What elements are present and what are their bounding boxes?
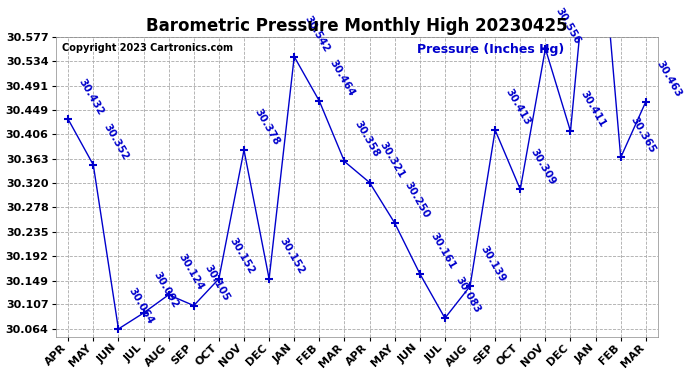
Text: 30.365: 30.365 (629, 115, 658, 155)
Text: 30.413: 30.413 (504, 87, 532, 128)
Text: 30.378: 30.378 (253, 107, 281, 147)
Text: 30.463: 30.463 (654, 59, 683, 99)
Text: 30.542: 30.542 (302, 14, 331, 54)
Text: 30.309: 30.309 (529, 147, 558, 187)
Text: 30.352: 30.352 (101, 122, 130, 162)
Title: Barometric Pressure Monthly High 20230425: Barometric Pressure Monthly High 2023042… (146, 17, 568, 35)
Text: 30.432: 30.432 (77, 76, 106, 117)
Text: 30.092: 30.092 (152, 270, 181, 310)
Text: 30.321: 30.321 (378, 140, 406, 180)
Text: 30.083: 30.083 (453, 276, 482, 315)
Text: 30.161: 30.161 (428, 231, 457, 271)
Text: 30.358: 30.358 (353, 119, 382, 159)
Text: 30.152: 30.152 (277, 236, 306, 276)
Text: 30.139: 30.139 (478, 244, 507, 284)
Text: 30.105: 30.105 (202, 263, 231, 303)
Text: 30.152: 30.152 (227, 236, 256, 276)
Text: 30.124: 30.124 (177, 252, 206, 292)
Text: 30.464: 30.464 (328, 58, 357, 98)
Text: Copyright 2023 Cartronics.com: Copyright 2023 Cartronics.com (61, 43, 233, 53)
Text: Pressure (Inches Hg): Pressure (Inches Hg) (417, 43, 564, 56)
Text: 30.064: 30.064 (127, 286, 156, 326)
Text: 30.250: 30.250 (403, 180, 432, 220)
Text: 30.556: 30.556 (553, 6, 582, 46)
Text: 30.411: 30.411 (579, 88, 608, 129)
